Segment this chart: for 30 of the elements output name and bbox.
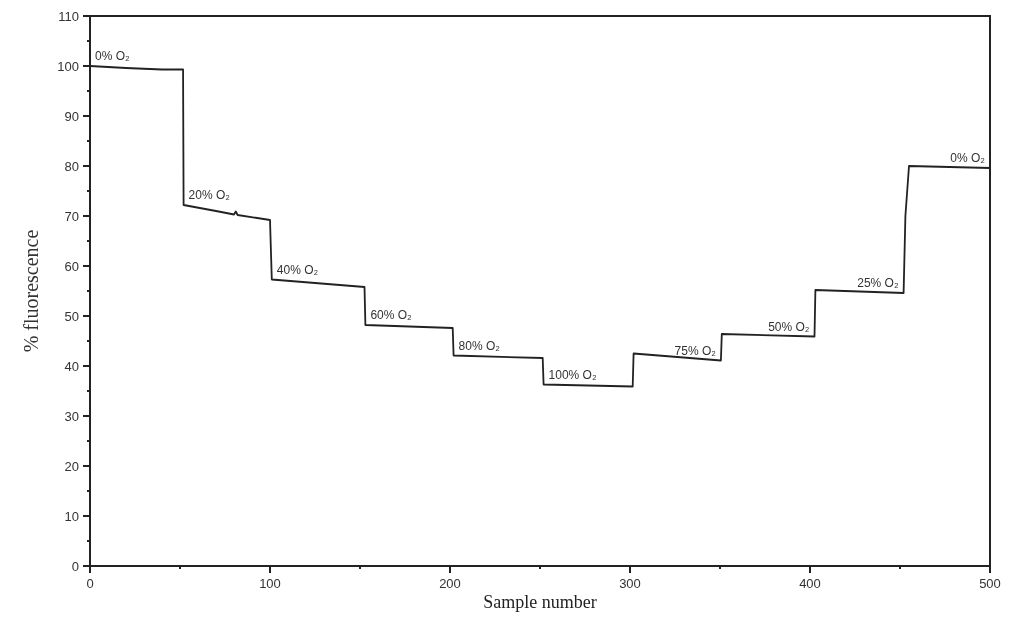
y-tick-label: 0 — [71, 558, 79, 574]
annotation: 60% O₂ — [370, 308, 413, 322]
x-tick-label: 200 — [439, 576, 461, 591]
annotation: 25% O₂ — [857, 276, 899, 290]
annotation: 0% O₂ — [950, 151, 986, 165]
annotation: 80% O₂ — [458, 338, 501, 353]
y-tick-label: 40 — [64, 358, 79, 374]
annotation: 75% O₂ — [674, 343, 717, 358]
annotation: 50% O₂ — [768, 319, 810, 334]
y-tick-label: 20 — [64, 458, 79, 474]
annotation: 40% O₂ — [276, 262, 319, 277]
annotation: 0% O₂ — [95, 49, 131, 63]
y-tick-label: 80 — [64, 158, 79, 174]
y-tick-label: 70 — [64, 208, 79, 224]
x-axis-title: Sample number — [483, 592, 597, 612]
x-tick-label: 400 — [799, 576, 821, 591]
annotation: 100% O₂ — [548, 367, 597, 382]
y-tick-label: 60 — [64, 258, 79, 274]
y-tick-label: 30 — [64, 408, 79, 424]
y-tick-label: 50 — [64, 308, 79, 324]
y-tick-label: 90 — [64, 108, 79, 124]
x-tick-label: 300 — [619, 576, 641, 591]
y-tick-label: 100 — [57, 58, 79, 74]
y-axis-title: % fluorescence — [20, 229, 42, 353]
x-tick-label: 500 — [979, 576, 1001, 591]
annotation: 20% O₂ — [188, 188, 231, 202]
x-tick-label: 0 — [86, 576, 94, 591]
y-tick-label: 10 — [64, 508, 79, 524]
y-tick-label: 110 — [58, 8, 79, 24]
x-tick-label: 100 — [259, 576, 281, 591]
